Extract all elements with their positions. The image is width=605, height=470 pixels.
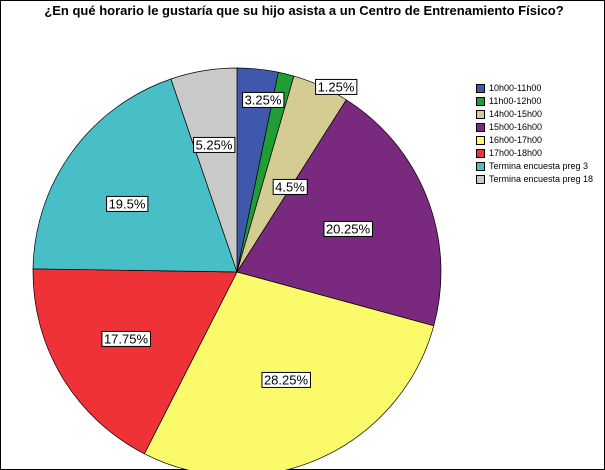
- legend-label: 17h00-18h00: [489, 148, 543, 158]
- data-label-text: 4.5%: [275, 179, 305, 194]
- data-label: 4.5%: [272, 178, 308, 195]
- legend-swatch: [476, 110, 485, 119]
- data-label-text: 3.25%: [245, 92, 282, 107]
- data-label-box: [323, 220, 373, 237]
- legend-label: 16h00-17h00: [489, 135, 543, 145]
- legend-swatch: [476, 162, 485, 171]
- data-label: 1.25%: [315, 78, 358, 95]
- data-label-box: [261, 371, 311, 388]
- legend-label: 10h00-11h00: [489, 83, 542, 93]
- legend-swatch: [476, 97, 485, 106]
- pie-slice: [32, 78, 238, 273]
- legend-label: Termina encuesta preg 3: [489, 161, 589, 171]
- legend-item: 11h00-12h00: [476, 96, 601, 106]
- legend-item: 15h00-16h00: [476, 122, 601, 132]
- data-label-box: [315, 78, 358, 95]
- legend-label: 14h00-15h00: [489, 109, 543, 119]
- data-label-text: 28.25%: [264, 372, 309, 387]
- legend-item: 10h00-11h00: [476, 83, 601, 93]
- data-label-box: [272, 178, 308, 195]
- data-label-text: 20.25%: [326, 221, 371, 236]
- legend: 10h00-11h00 11h00-12h00 14h00-15h00 15h00-1…: [476, 83, 604, 187]
- data-label-text: 17.75%: [104, 331, 149, 346]
- legend-label: 15h00-16h00: [489, 122, 543, 132]
- legend-swatch: [476, 175, 485, 184]
- data-label-box: [193, 136, 236, 153]
- legend-label: 11h00-12h00: [489, 96, 542, 106]
- data-label: 17.75%: [101, 330, 151, 347]
- legend-label: Termina encuesta preg 18: [489, 174, 594, 184]
- data-label: 19.5%: [106, 195, 149, 212]
- data-label: 5.25%: [193, 136, 236, 153]
- data-label: 20.25%: [323, 220, 373, 237]
- data-label-box: [101, 330, 151, 347]
- data-label-box: [106, 195, 149, 212]
- data-label: 28.25%: [261, 371, 311, 388]
- chart-title: ¿En qué horario le gustaría que su hijo …: [44, 3, 564, 18]
- data-label-text: 19.5%: [109, 196, 146, 211]
- legend-swatch: [476, 149, 485, 158]
- pie-slice: [170, 67, 238, 273]
- legend-item: 16h00-17h00: [476, 135, 601, 145]
- pie-slice: [32, 268, 238, 455]
- pie-slice: [236, 99, 442, 327]
- legend-item: 17h00-18h00: [476, 148, 601, 158]
- legend-item: Termina encuesta preg 3: [476, 161, 601, 171]
- legend-swatch: [476, 123, 485, 132]
- legend-item: 14h00-15h00: [476, 109, 601, 119]
- data-label-text: 1.25%: [318, 79, 355, 94]
- legend-item: Termina encuesta preg 18: [476, 174, 601, 184]
- data-label-text: 5.25%: [196, 137, 233, 152]
- data-label: 3.25%: [242, 91, 285, 108]
- data-label-box: [242, 91, 285, 108]
- legend-swatch: [476, 136, 485, 145]
- legend-swatch: [476, 84, 485, 93]
